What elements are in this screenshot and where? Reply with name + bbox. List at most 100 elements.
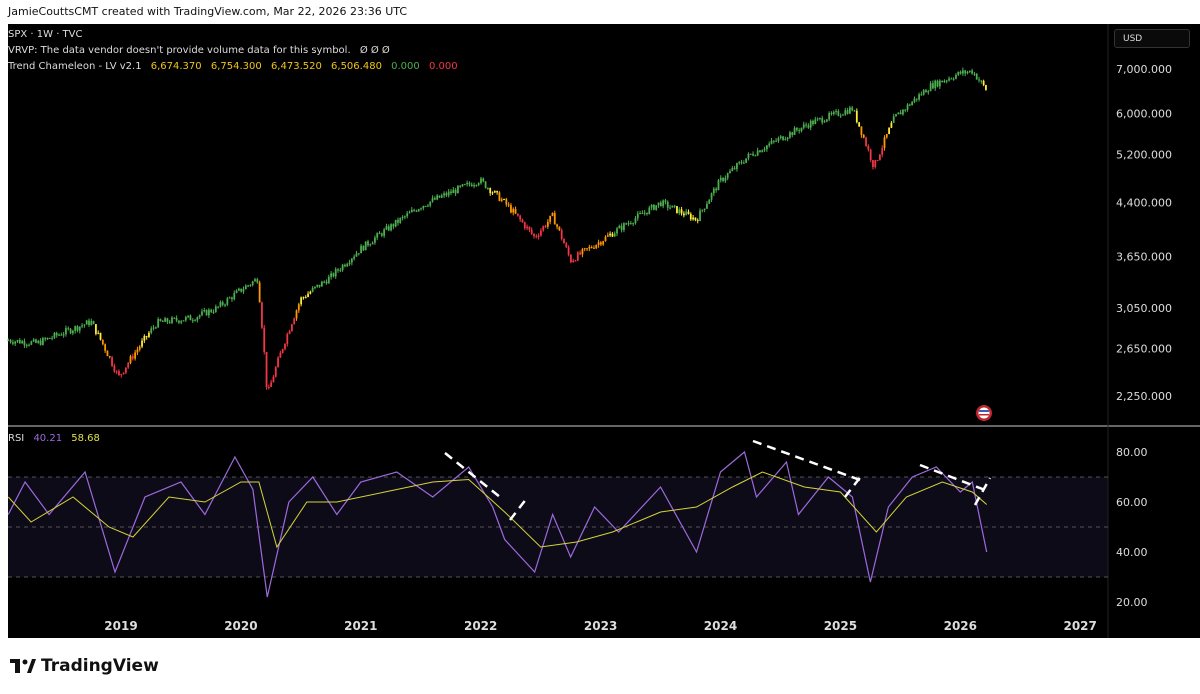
price-candle (908, 104, 911, 106)
indicator-value-low: 6,473.520 (270, 61, 322, 72)
price-candle (450, 191, 452, 194)
price-candle (964, 70, 967, 74)
indicator-legend[interactable]: Trend Chameleon - LV v2.1 6,674.370 6,75… (8, 61, 464, 72)
indicator-value-open: 6,674.370 (150, 61, 202, 72)
price-candle (968, 70, 971, 72)
price-candle (945, 80, 948, 82)
price-candle (95, 324, 97, 334)
price-candle (438, 195, 441, 198)
price-candle (78, 326, 81, 331)
price-candle (113, 365, 116, 372)
price-candle (281, 349, 284, 353)
price-candle (420, 208, 422, 210)
price-candle (406, 213, 409, 217)
price-candle (46, 337, 49, 340)
price-candle (793, 128, 796, 135)
price-candle (583, 248, 586, 250)
price-candle (848, 107, 851, 114)
price-candle (902, 109, 904, 115)
price-candle (699, 210, 701, 221)
price-candle (530, 229, 533, 234)
price-candle (858, 122, 861, 127)
price-candle (786, 137, 789, 140)
trendline-2022[interactable] (444, 452, 501, 498)
trendline-2024[interactable] (752, 439, 861, 482)
price-candle (424, 205, 427, 207)
price-candle (41, 338, 44, 345)
price-candle (141, 340, 143, 347)
price-candle (586, 248, 588, 250)
price-candle (369, 244, 372, 246)
price-candle (659, 202, 662, 207)
price-candle (323, 281, 326, 283)
price-candle (161, 320, 164, 322)
price-candle (789, 132, 791, 138)
price-candle (897, 112, 900, 115)
us-flag-event-icon[interactable] (976, 405, 992, 421)
trendline-2024-b[interactable] (844, 474, 863, 498)
price-candle (166, 318, 169, 323)
price-candle (115, 371, 118, 373)
price-candle (959, 71, 962, 74)
price-candle (159, 319, 162, 321)
vrvp-legend[interactable]: VRVP: The data vendor doesn't provide vo… (8, 45, 396, 56)
rsi-label: RSI (8, 433, 25, 444)
price-candle (459, 185, 462, 187)
price-candle (240, 288, 243, 292)
price-candle (581, 249, 584, 255)
symbol-label[interactable]: SPX · 1W · TVC (8, 29, 83, 40)
price-candle (104, 344, 107, 351)
price-candle (311, 288, 314, 292)
price-candle (274, 367, 277, 377)
rsi-legend[interactable]: RSI 40.21 58.68 (8, 433, 106, 444)
price-candle (706, 203, 708, 209)
price-candle (636, 213, 639, 219)
logo-text: TradingView (41, 656, 159, 676)
price-candle (673, 205, 676, 207)
price-candle (157, 319, 160, 328)
price-candle (572, 260, 575, 263)
trendline-2025[interactable] (919, 463, 986, 492)
price-candle (14, 341, 17, 344)
price-candle (385, 226, 388, 230)
time-axis-tick: 2021 (344, 619, 377, 633)
price-candle (553, 212, 556, 225)
price-candle (357, 253, 360, 255)
price-candle (821, 118, 824, 123)
trendline-2022-b[interactable] (509, 497, 528, 521)
price-candle (71, 330, 74, 334)
symbol-legend[interactable]: SPX · 1W · TVC (8, 29, 88, 40)
price-candle (307, 293, 309, 297)
chart-caption: JamieCouttsCMT created with TradingView.… (8, 5, 408, 18)
price-candle (263, 327, 266, 353)
price-candle (689, 213, 692, 220)
price-candle (708, 199, 711, 204)
price-candle (782, 136, 784, 141)
price-candle (62, 334, 65, 336)
trendline-2025-b[interactable] (973, 477, 992, 506)
price-axis-tick: 6,000.000 (1116, 107, 1172, 120)
price-candle (410, 209, 413, 213)
tradingview-logo[interactable]: TradingView (10, 656, 159, 676)
price-candle (798, 130, 801, 132)
price-candle (143, 336, 146, 341)
price-candle (401, 216, 404, 219)
price-candle (201, 311, 203, 316)
price-candle (560, 230, 563, 240)
price-candle (81, 325, 83, 327)
price-candle (247, 285, 249, 287)
price-candle (761, 150, 764, 153)
price-candle (88, 320, 90, 326)
currency-button[interactable]: USD (1114, 29, 1190, 48)
price-candle (180, 321, 183, 323)
price-candle (971, 70, 974, 74)
price-candle (733, 168, 736, 170)
price-candle (152, 327, 155, 329)
price-candle (980, 80, 983, 82)
price-candle (929, 83, 932, 92)
price-candle (549, 215, 552, 222)
price-candle (265, 352, 268, 388)
price-candle (25, 344, 28, 346)
price-candle (872, 160, 874, 168)
